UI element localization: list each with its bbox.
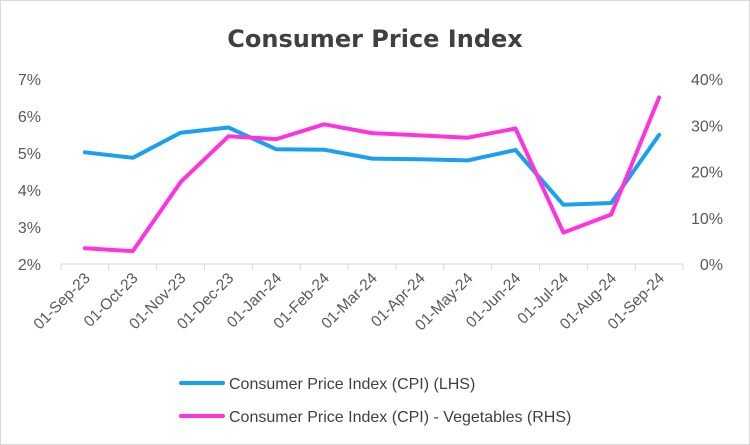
right-tick-label: 30%	[691, 118, 723, 135]
right-tick-label: 10%	[691, 211, 723, 228]
axes	[60, 263, 684, 270]
x-axis-ticks: 01-Sep-2301-Oct-2301-Nov-2301-Dec-2301-J…	[31, 270, 669, 335]
left-axis-ticks: 2% 3% 4% 5% 6% 7%	[18, 72, 41, 274]
left-tick-label: 2%	[18, 257, 41, 274]
legend-label-1: Consumer Price Index (CPI) (LHS)	[229, 376, 475, 393]
left-tick-label: 7%	[18, 72, 41, 89]
legend-label-2: Consumer Price Index (CPI) - Vegetables …	[229, 409, 571, 426]
left-tick-label: 3%	[18, 220, 41, 237]
right-tick-label: 0%	[700, 257, 723, 274]
left-tick-label: 5%	[18, 146, 41, 163]
series-line-2	[82, 95, 662, 254]
legend: Consumer Price Index (CPI) (LHS) Consumer…	[179, 376, 571, 426]
right-axis-ticks: 0% 10% 20% 30% 40%	[691, 72, 723, 274]
right-tick-label: 40%	[691, 72, 723, 89]
right-tick-label: 20%	[691, 165, 723, 182]
x-tick-label: 01-Sep-23	[31, 270, 94, 333]
chart-title: Consumer Price Index	[227, 25, 523, 53]
series-lines	[82, 95, 662, 254]
series-line-1	[82, 125, 662, 207]
left-tick-label: 6%	[18, 109, 41, 126]
left-tick-label: 4%	[18, 183, 41, 200]
